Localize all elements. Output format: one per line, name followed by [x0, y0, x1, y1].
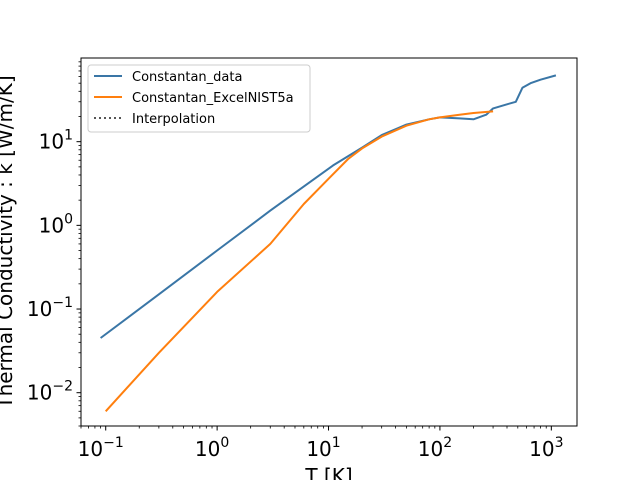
plot-series — [100, 74, 557, 412]
x-tick-label: 10−1 — [78, 435, 124, 461]
x-axis-label: T [K] — [304, 464, 352, 480]
y-tick-label: 101 — [39, 128, 73, 154]
legend-label-2: Interpolation — [132, 112, 215, 127]
y-axis-label: Thermal Conductivity : k [W/m/K] — [0, 75, 17, 409]
legend-label-1: Constantan_ExcelNIST5a — [132, 91, 294, 106]
series-line-1 — [104, 110, 494, 412]
x-tick-label: 101 — [306, 435, 340, 461]
legend: Constantan_data Constantan_ExcelNIST5a Int… — [87, 64, 311, 133]
axes: 10−1 100 101 102 103 10−2 10−1 100 101 — [27, 61, 564, 461]
x-tick-label: 100 — [195, 435, 229, 461]
y-tick-label: 100 — [39, 211, 73, 237]
y-tick-label: 10−2 — [27, 379, 73, 405]
series-line-0 — [100, 74, 557, 339]
y-tick-label: 10−1 — [27, 295, 73, 321]
x-tick-label: 103 — [529, 435, 563, 461]
legend-label-0: Constantan_data — [132, 70, 242, 85]
legend-frame — [87, 64, 311, 133]
x-tick-label: 102 — [418, 435, 452, 461]
